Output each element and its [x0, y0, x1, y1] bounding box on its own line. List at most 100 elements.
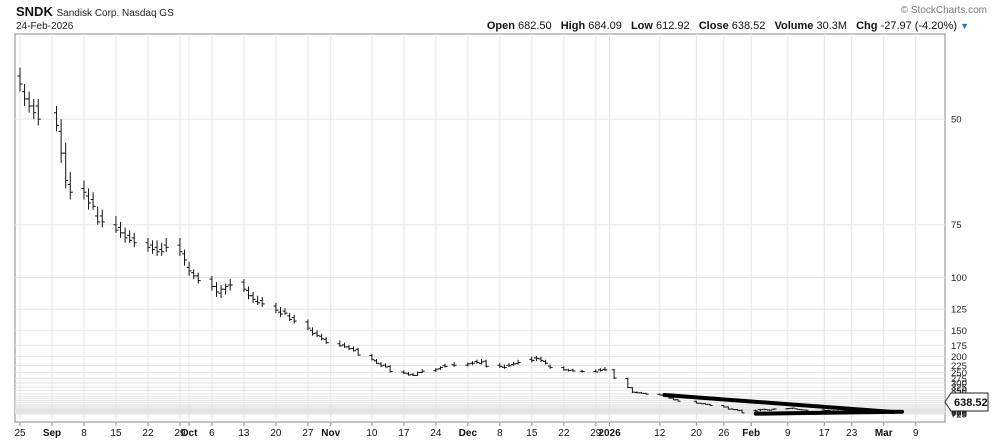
x-tick-label: 24	[430, 428, 442, 439]
ohlc-bar	[483, 359, 489, 368]
ohlc-bar	[195, 272, 201, 284]
y-tick-label: 175	[951, 341, 967, 352]
y-tick-label: 125	[951, 305, 967, 316]
x-tick-label: Feb	[742, 428, 760, 439]
ohlc-bar	[227, 279, 233, 291]
volume-value: 30.3M	[816, 20, 848, 32]
y-tick-label: 700	[951, 409, 967, 420]
y-tick-label: 350	[951, 386, 967, 397]
y-tick-label: 675	[951, 408, 967, 419]
change-dropdown-icon[interactable]: ▼	[960, 21, 969, 31]
change-value: -27.97 (-4.20%)	[880, 20, 957, 32]
ohlc-bar	[113, 215, 119, 233]
ohlc-bar	[474, 359, 480, 364]
ohlc-bar	[241, 279, 247, 292]
x-tick-label: Oct	[181, 428, 198, 439]
last-price-text: 638.52	[954, 397, 988, 409]
y-tick-label: 75	[951, 220, 962, 231]
ohlc-bar	[31, 98, 37, 120]
ohlc-bar	[543, 359, 549, 365]
gridlines	[15, 34, 945, 422]
ohlc-bar	[373, 358, 379, 364]
ohlc-bar	[214, 282, 220, 297]
y-tick-label: 300	[951, 379, 967, 390]
ohlc-bar	[433, 368, 439, 372]
ohlc-bar	[86, 188, 92, 210]
x-tick-label: Dec	[459, 428, 478, 439]
ticker-symbol: SNDK	[16, 4, 53, 19]
ohlc-bar	[223, 283, 229, 295]
ohlc-bar	[99, 209, 105, 228]
x-tick-label: 29	[590, 428, 602, 439]
x-tick-label: 9	[913, 428, 919, 439]
ohlc-bar	[442, 363, 448, 368]
last-price-badge: 638.52	[944, 392, 989, 412]
x-tick-label: 15	[110, 428, 122, 439]
x-tick-label: Mar	[875, 428, 893, 439]
x-tick-label: 22	[142, 428, 154, 439]
ohlc-bar	[35, 98, 41, 126]
y-tick-label: 150	[951, 326, 967, 337]
x-tick-label: 27	[302, 428, 314, 439]
ohlc-bar	[177, 237, 183, 256]
ohlc-bar	[54, 105, 60, 132]
close-value: 638.52	[731, 20, 766, 32]
x-tick-label: 15	[526, 428, 538, 439]
x-tick-label: 9	[785, 428, 791, 439]
ohlc-bar	[282, 308, 288, 315]
ohlc-bar	[611, 368, 617, 379]
ohlc-bar	[145, 237, 151, 252]
ohlc-bar	[570, 368, 576, 372]
ohlc-bar	[127, 230, 133, 243]
x-tick-label: 29	[174, 428, 186, 439]
ohlc-bar	[469, 361, 475, 366]
x-tick-label: 17	[398, 428, 410, 439]
ohlc-bar	[81, 180, 87, 200]
ohlc-bar	[497, 363, 503, 368]
high-value: 684.09	[588, 20, 622, 32]
chart-date: 24-Feb-2026	[16, 21, 74, 32]
ohlc-readout: Open 682.50 High 684.09 Low 612.92 Close…	[487, 20, 957, 32]
y-tick-label: 275	[951, 374, 967, 385]
trendline	[662, 393, 895, 414]
ohlc-bar	[186, 261, 192, 276]
ohlc-bar	[287, 313, 293, 322]
ohlc-bar	[479, 358, 485, 365]
ohlc-bar	[319, 333, 325, 341]
ohlc-bar	[739, 409, 745, 414]
ohlc-bar	[323, 336, 329, 344]
ohlc-bar	[95, 206, 101, 225]
ohlc-bar	[597, 368, 603, 372]
y-tick-label: 225	[951, 361, 967, 372]
ohlc-bar	[314, 330, 320, 337]
ohlc-bar	[67, 171, 73, 200]
y-tick-label: 100	[951, 273, 967, 284]
ohlc-bar	[291, 314, 297, 324]
ohlc-bar	[159, 242, 165, 256]
ohlc-bar	[675, 399, 681, 402]
ohlc-series	[17, 67, 859, 414]
x-tick-label: 10	[366, 428, 378, 439]
ohlc-bar	[465, 362, 471, 367]
ohlc-bar	[762, 408, 768, 411]
ohlc-bar	[255, 295, 261, 305]
y-tick-label: 625	[951, 406, 967, 417]
ohlc-bar	[538, 356, 544, 362]
y-tick-label: 250	[951, 368, 967, 379]
high-label: High	[560, 20, 586, 32]
ohlc-bar	[766, 409, 772, 411]
ohlc-bar	[401, 370, 407, 374]
ohlc-bar	[163, 237, 169, 252]
stockcharts-brand: © StockCharts.com	[900, 5, 987, 16]
ohlc-bar	[437, 366, 443, 370]
ohlc-bar	[803, 409, 809, 411]
x-tick-label: 2026	[598, 428, 621, 439]
y-axis: 5075100125150175200225250275300325350375…	[951, 115, 967, 421]
trendline	[753, 409, 905, 416]
ohlc-bar	[771, 408, 777, 410]
ohlc-bar	[154, 240, 160, 256]
ohlc-bar	[150, 240, 156, 254]
x-tick-label: 8	[81, 428, 87, 439]
